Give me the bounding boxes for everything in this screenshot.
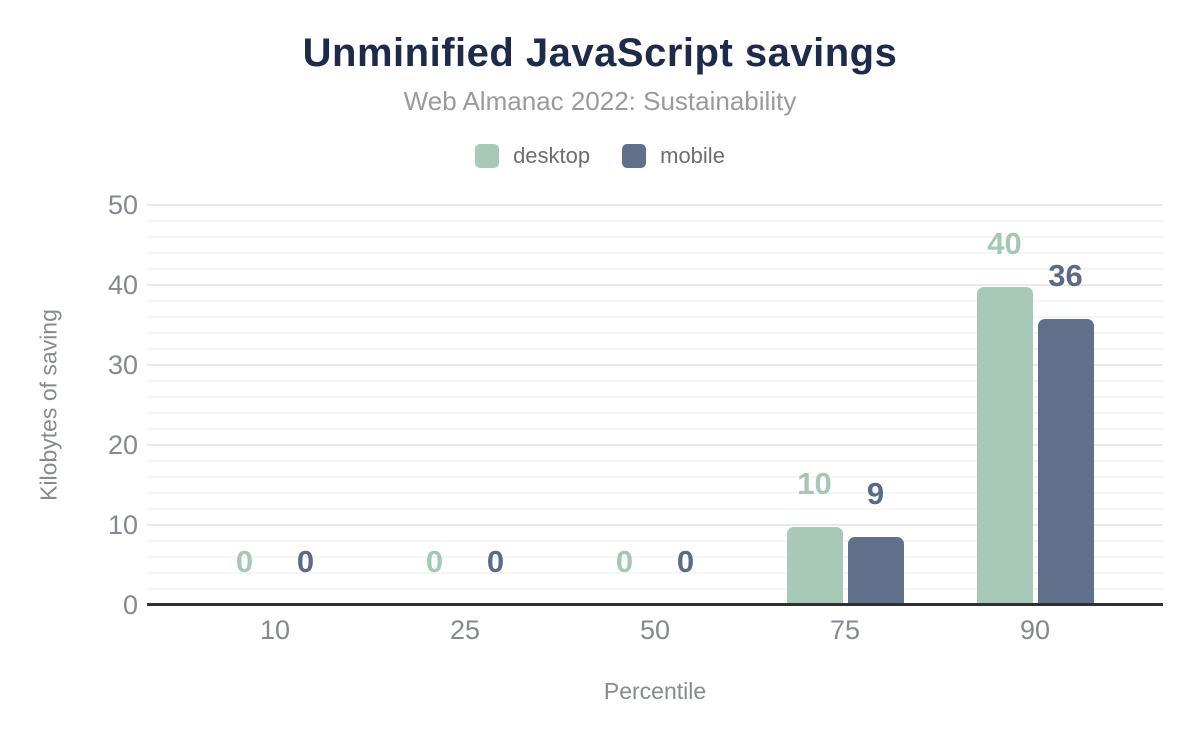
gridline-minor [147,252,1163,254]
gridline-minor [147,236,1163,238]
gridline-minor [147,396,1163,398]
x-tick-label-p25: 25 [449,615,481,645]
bar-value-label-desktop-p75: 10 [797,466,832,502]
bar-slot-mobile-p90: 36 [1037,205,1094,605]
bar-value-label-mobile-p75: 9 [866,476,885,511]
gridline-major [147,524,1163,526]
x-tick-label-p90: 90 [1019,615,1051,645]
bar-value-label-mobile-p25: 0 [486,544,505,579]
legend-item-mobile: mobile [622,144,725,168]
gridline-minor [147,268,1163,270]
gridline-minor [147,348,1163,350]
x-tick-label-p10: 10 [259,615,291,645]
y-tick-label: 10 [107,510,138,540]
y-tick-label: 20 [107,430,138,460]
legend-label-mobile: mobile [660,143,725,168]
bar-slot-mobile-p50: 0 [658,205,714,605]
legend-label-desktop: desktop [513,143,591,168]
bar-group-p75: 10 9 [750,205,940,605]
bar-value-label-mobile-p90: 36 [1048,257,1083,293]
y-tick-label: 0 [122,590,138,620]
gridline-minor [147,508,1163,510]
chart-subtitle: Web Almanac 2022: Sustainability [403,86,797,116]
gridline-minor [147,476,1163,478]
gridline-minor [147,460,1163,462]
x-axis-line [147,603,1163,606]
x-axis-title: Percentile [603,678,707,704]
x-tick-label-p50: 50 [639,615,671,645]
gridline-minor [147,588,1163,590]
bar-value-label-desktop-p25: 0 [425,544,444,579]
gridline-minor [147,316,1163,318]
bar-slot-desktop-p50: 0 [597,205,653,605]
x-tick-label-p75: 75 [829,615,861,645]
desktop-swatch-icon [475,144,500,168]
bar-slot-desktop-p10: 0 [217,205,273,605]
plot-area: 0 0 0 0 0 0 10 9 40 36 [147,204,1163,606]
bar-slot-desktop-p25: 0 [407,205,463,605]
gridline-minor [147,220,1163,222]
bar-group-p90: 40 36 [940,205,1130,605]
bar-value-label-desktop-p90: 40 [987,226,1022,262]
bar-desktop-p75 [786,527,843,605]
y-axis-ticks: 0 10 20 30 40 50 [85,191,138,619]
bar-mobile-p75 [847,537,904,605]
gridline-minor [147,332,1163,334]
bar-value-label-mobile-p50: 0 [676,544,695,579]
bar-value-label-mobile-p10: 0 [296,544,315,579]
y-tick-label: 50 [107,190,138,220]
bar-slot-desktop-p75: 10 [786,205,843,605]
y-tick-label: 40 [107,270,138,300]
gridline-minor [147,556,1163,558]
bar-slot-desktop-p90: 40 [976,205,1033,605]
mobile-swatch-icon [622,144,647,168]
gridline-minor [147,492,1163,494]
legend-item-desktop: desktop [475,144,590,168]
bar-value-label-desktop-p10: 0 [235,544,254,579]
bar-groups: 0 0 0 0 0 0 10 9 40 36 [147,205,1163,605]
gridline-major [147,284,1163,286]
chart-title: Unminified JavaScript savings [302,31,898,75]
y-tick-label: 30 [107,350,138,380]
bar-slot-mobile-p75: 9 [847,205,904,605]
legend: desktop mobile [0,144,1200,168]
x-axis-ticks: 10 25 50 75 90 [147,615,1163,646]
gridline-minor [147,412,1163,414]
gridline-major [147,444,1163,446]
bar-slot-mobile-p10: 0 [278,205,334,605]
gridlines [147,204,1163,605]
bar-value-label-desktop-p50: 0 [615,544,634,579]
bar-slot-mobile-p25: 0 [468,205,524,605]
gridline-major [147,204,1163,206]
y-axis-title: Kilobytes of saving [35,309,62,501]
gridline-minor [147,300,1163,302]
bar-desktop-p90 [976,287,1033,605]
gridline-minor [147,572,1163,574]
bar-mobile-p90 [1037,318,1094,605]
gridline-minor [147,540,1163,542]
gridline-major [147,364,1163,366]
gridline-minor [147,380,1163,382]
gridline-minor [147,428,1163,430]
